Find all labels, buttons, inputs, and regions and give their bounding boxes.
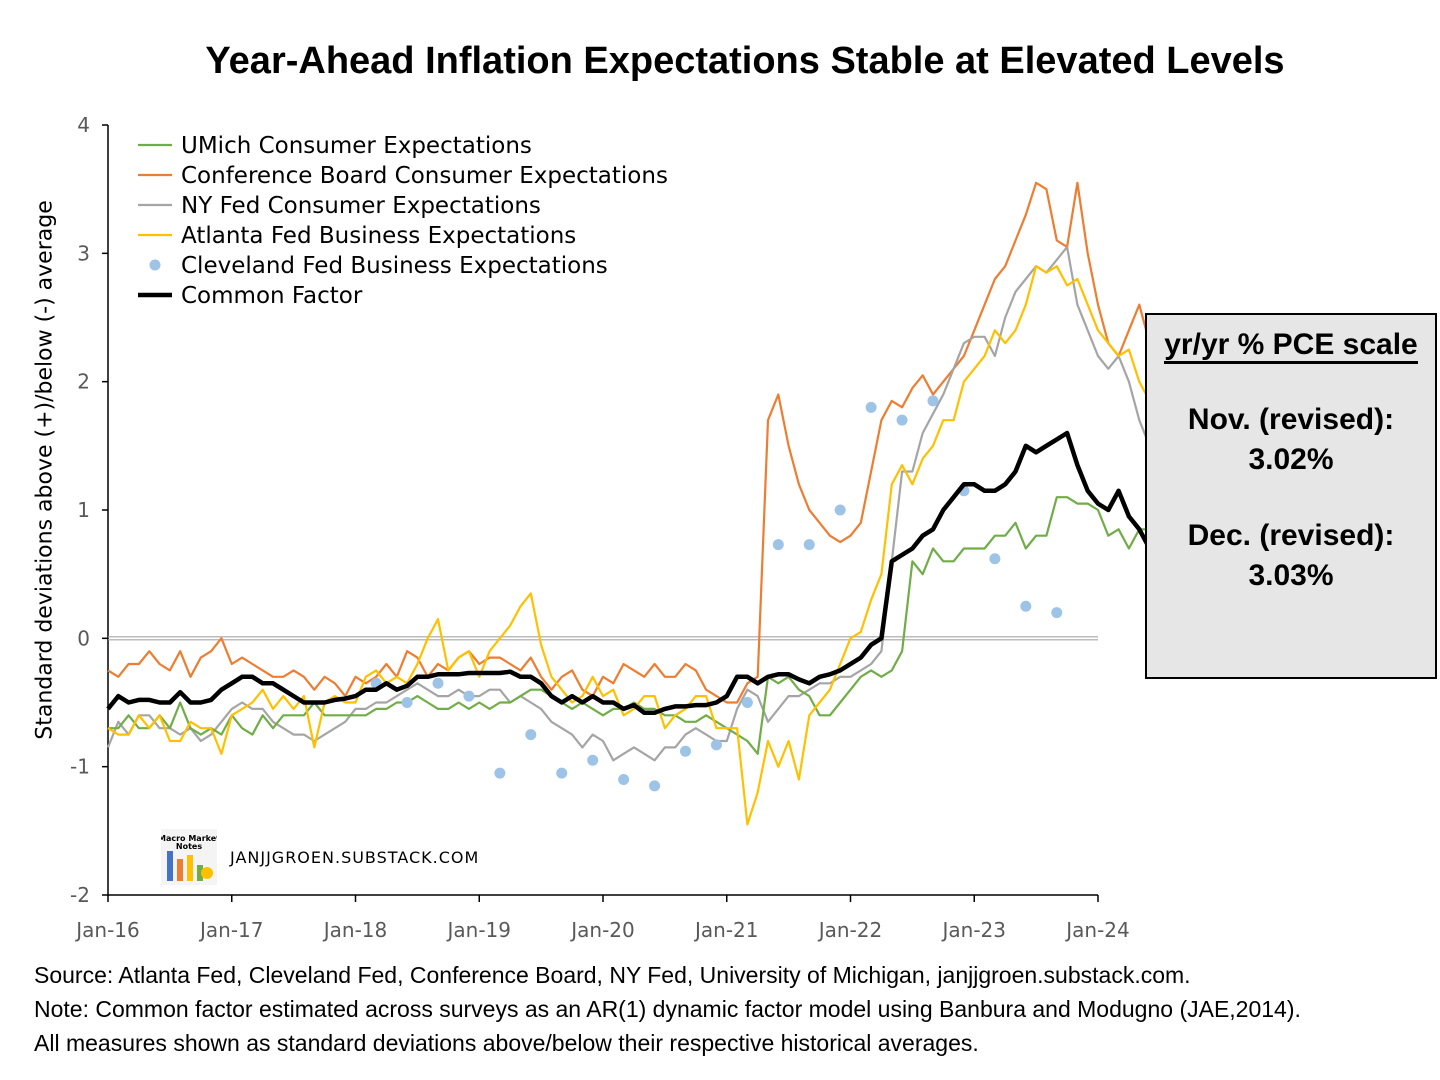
legend-swatch-cleveland-fed-business-expectations [149,259,161,271]
legend-label-umich-consumer-expectations: UMich Consumer Expectations [181,133,532,159]
x-tick-label: Jan-16 [74,918,140,942]
x-tick-label: Jan-21 [693,918,759,942]
cleveland-fed-business-expectations-point [803,539,815,551]
chart-title: Year-Ahead Inflation Expectations Stable… [205,40,1285,82]
y-tick-label: 4 [77,113,90,137]
cleveland-fed-business-expectations-point [587,754,599,766]
pce-scale-box: yr/yr % PCE scale Nov. (revised): 3.02% … [1145,313,1437,679]
footer: Source: Atlanta Fed, Cleveland Fed, Conf… [34,958,1301,1060]
macro-market-notes-logo: Macro Market Notes [158,829,220,885]
method-note: Note: Common factor estimated across sur… [34,996,1301,1022]
cleveland-fed-business-expectations-point [649,780,661,792]
legend-label-cleveland-fed-business-expectations: Cleveland Fed Business Expectations [181,253,608,279]
y-tick-label: 1 [77,498,90,522]
line-chart: -2 -1 0 1 2 3 4 Jan-16 Jan-17 Jan-18 Jan-19 Jan-20 J… [70,105,1316,942]
measures-note: All measures shown as standard deviation… [34,1030,979,1056]
cleveland-fed-business-expectations-point [525,729,537,741]
y-tick-label: 3 [77,241,90,265]
cleveland-fed-business-expectations-point [1051,607,1063,619]
x-tick-label: Jan-24 [1064,918,1130,942]
watermark: JANJJGROEN.SUBSTACK.COM [230,848,480,867]
common-factor-line [106,430,1294,716]
cleveland-fed-business-expectations-point [401,697,413,708]
cleveland-fed-business-expectations-point [556,767,568,779]
legend-label-ny-fed-consumer-expectations: NY Fed Consumer Expectations [181,193,541,219]
cleveland-fed-business-expectations-point [494,767,506,779]
x-tick-label: Jan-17 [198,918,264,942]
y-tick-label: 2 [77,370,90,394]
pce-scale-header: yr/yr % PCE scale [1164,329,1418,364]
cleveland-fed-business-expectations-point [1020,600,1032,612]
legend-label-common-factor: Common Factor [181,283,363,309]
cleveland-fed-business-expectations-point [927,395,939,407]
y-tick-label: 0 [77,626,90,650]
plot-area [108,105,1135,895]
x-tick-label: Jan-23 [941,918,1007,942]
ny-fed-consumer-expectations-line [106,245,1305,762]
x-tick-label: Jan-22 [817,918,883,942]
x-tick-label: Jan-18 [322,918,388,942]
svg-text:Macro Market: Macro Market [161,834,217,843]
nov-value: 3.02% [1248,443,1334,476]
cleveland-fed-business-expectations-point [834,504,846,516]
cleveland-fed-business-expectations-point [772,539,784,551]
cleveland-fed-business-expectations-point [618,774,630,785]
cleveland-fed-business-expectations-point [989,553,1001,565]
cleveland-fed-business-expectations-point [896,414,908,426]
y-tick-label: -2 [70,883,90,907]
y-tick-label: -1 [70,755,90,779]
dec-label: Dec. (revised): [1187,519,1395,552]
umich-consumer-expectations-line [108,496,1316,755]
cleveland-fed-business-expectations-point [463,690,475,702]
legend-label-atlanta-fed-business-expectations: Atlanta Fed Business Expectations [181,223,576,249]
cleveland-fed-business-expectations-point [710,739,722,751]
dec-value: 3.03% [1248,559,1334,592]
cleveland-fed-business-expectations-point [432,677,444,689]
x-tick-label: Jan-19 [446,918,512,942]
x-tick-label: Jan-20 [569,918,635,942]
cleveland-fed-business-expectations-point [741,697,753,708]
source-note: Source: Atlanta Fed, Cleveland Fed, Conf… [34,962,1191,988]
svg-text:Notes: Notes [176,842,202,851]
y-axis-label: Standard deviations above (+)/below (-) … [32,200,58,740]
cleveland-fed-business-expectations-point [680,745,691,757]
legend-label-conference-board-consumer-expectations: Conference Board Consumer Expectations [181,163,668,189]
nov-label: Nov. (revised): [1187,403,1395,436]
cleveland-fed-business-expectations-point [865,401,877,413]
